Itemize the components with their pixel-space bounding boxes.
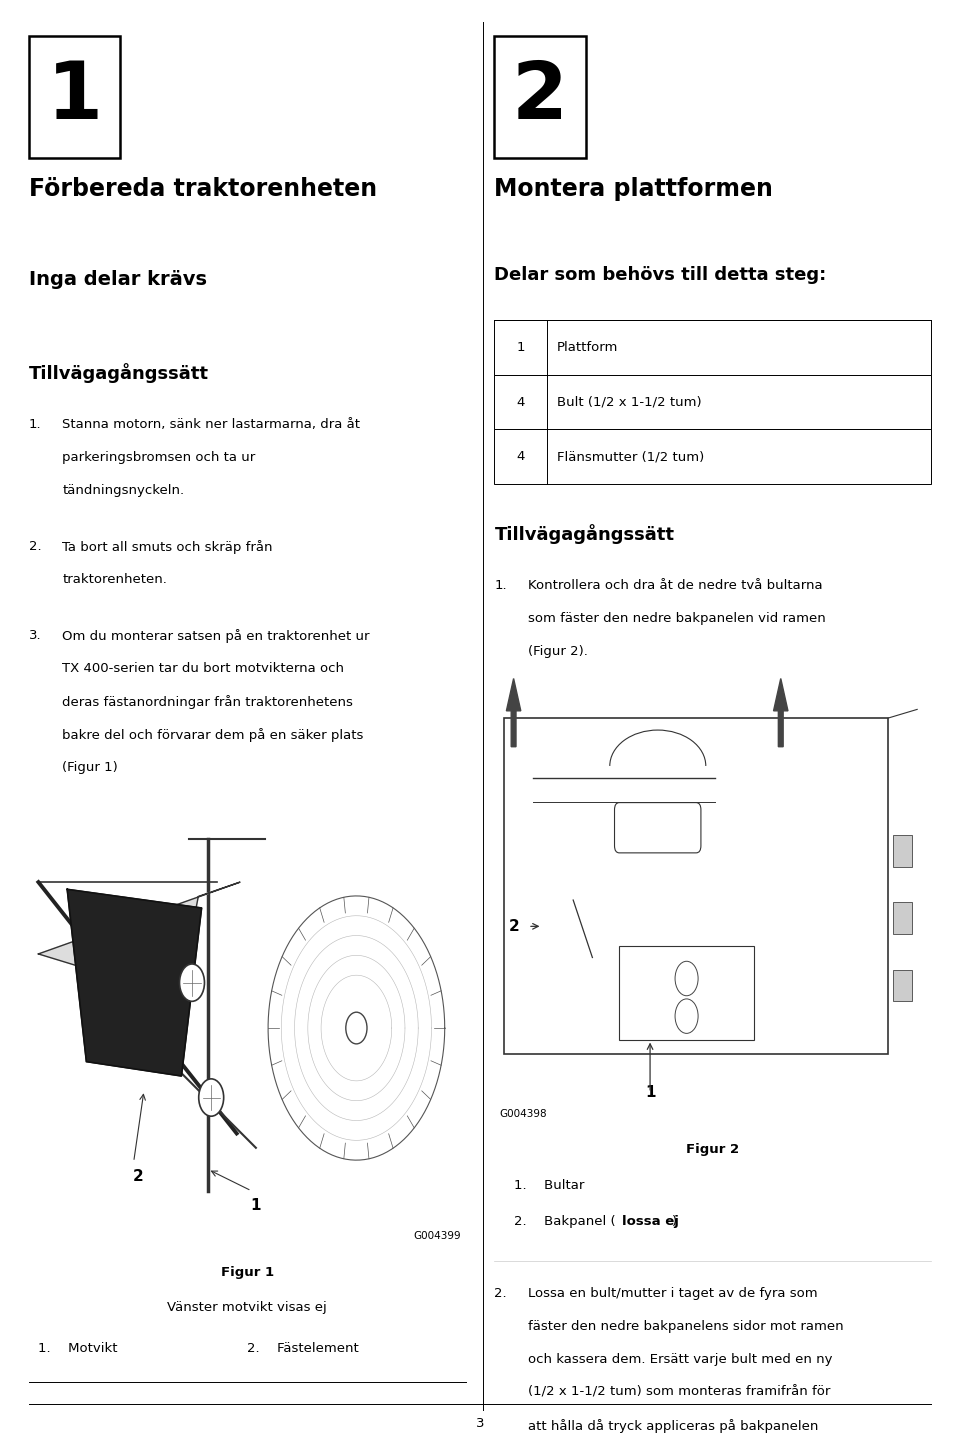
Text: Kontrollera och dra åt de nedre två bultarna: Kontrollera och dra åt de nedre två bult…	[528, 579, 823, 592]
Text: ): )	[672, 1215, 677, 1228]
Text: 1: 1	[251, 1198, 261, 1213]
Text: Figur 1: Figur 1	[221, 1265, 274, 1278]
Text: Plattform: Plattform	[557, 340, 618, 355]
Text: 2.  Bakpanel (: 2. Bakpanel (	[514, 1215, 615, 1228]
Circle shape	[199, 1078, 224, 1116]
Text: att hålla då tryck appliceras på bakpanelen: att hålla då tryck appliceras på bakpane…	[528, 1419, 818, 1433]
Text: (Figur 1): (Figur 1)	[62, 761, 118, 774]
Text: Om du monterar satsen på en traktorenhet ur: Om du monterar satsen på en traktorenhet…	[62, 629, 370, 643]
Text: Inga delar krävs: Inga delar krävs	[29, 270, 206, 289]
FancyArrow shape	[774, 679, 788, 747]
Bar	[29, 824, 466, 1248]
Text: deras fästanordningar från traktorenhetens: deras fästanordningar från traktorenhete…	[62, 695, 353, 709]
Text: 2: 2	[132, 1169, 143, 1185]
Text: 1.  Motvikt: 1. Motvikt	[38, 1341, 118, 1354]
Text: G004399: G004399	[413, 1231, 461, 1241]
Text: Förbereda traktorenheten: Förbereda traktorenheten	[29, 177, 377, 201]
Circle shape	[180, 964, 204, 1001]
Text: Figur 2: Figur 2	[686, 1143, 739, 1156]
Bar	[504, 718, 888, 1054]
Bar	[494, 320, 931, 375]
Text: Ta bort all smuts och skräp från: Ta bort all smuts och skräp från	[62, 540, 273, 554]
Text: G004398: G004398	[499, 1109, 547, 1119]
Text: som fäster den nedre bakpanelen vid ramen: som fäster den nedre bakpanelen vid rame…	[528, 612, 826, 625]
Text: 4: 4	[516, 395, 525, 409]
Bar	[494, 429, 931, 484]
Text: 2: 2	[512, 57, 568, 136]
Text: tändningsnyckeln.: tändningsnyckeln.	[62, 484, 184, 497]
Text: Delar som behövs till detta steg:: Delar som behövs till detta steg:	[494, 266, 827, 284]
Text: 1.  Bultar: 1. Bultar	[514, 1179, 584, 1192]
Text: 1: 1	[645, 1086, 656, 1100]
Bar	[494, 695, 931, 1126]
Text: 3.: 3.	[29, 629, 41, 642]
Circle shape	[346, 1012, 367, 1044]
Polygon shape	[67, 889, 202, 1076]
Text: bakre del och förvarar dem på en säker plats: bakre del och förvarar dem på en säker p…	[62, 728, 364, 742]
Text: Montera plattformen: Montera plattformen	[494, 177, 773, 201]
Bar	[893, 836, 912, 867]
Bar	[893, 902, 912, 933]
Circle shape	[675, 999, 698, 1034]
FancyArrow shape	[507, 679, 520, 747]
Text: 1: 1	[516, 340, 525, 355]
Bar	[494, 375, 931, 429]
Bar	[619, 945, 754, 1040]
Text: och kassera dem. Ersätt varje bult med en ny: och kassera dem. Ersätt varje bult med e…	[528, 1353, 832, 1366]
Text: Flänsmutter (1/2 tum): Flänsmutter (1/2 tum)	[557, 449, 704, 464]
Text: 1.: 1.	[29, 418, 41, 431]
Text: 3: 3	[476, 1417, 484, 1430]
Text: fäster den nedre bakpanelens sidor mot ramen: fäster den nedre bakpanelens sidor mot r…	[528, 1320, 844, 1333]
Text: 2.  Fästelement: 2. Fästelement	[247, 1341, 359, 1354]
Text: 1.: 1.	[494, 579, 507, 592]
Text: Lossa en bult/mutter i taget av de fyra som: Lossa en bult/mutter i taget av de fyra …	[528, 1287, 818, 1300]
Text: Tillvägagångssätt: Tillvägagångssätt	[29, 363, 209, 383]
Text: parkeringsbromsen och ta ur: parkeringsbromsen och ta ur	[62, 451, 255, 464]
Text: Tillvägagångssätt: Tillvägagångssätt	[494, 524, 675, 544]
Text: 2.: 2.	[29, 540, 41, 553]
Polygon shape	[38, 882, 240, 997]
Circle shape	[675, 961, 698, 995]
Text: 1: 1	[46, 57, 103, 136]
Text: 4: 4	[516, 449, 525, 464]
Bar	[29, 36, 120, 158]
Text: Bult (1/2 x 1-1/2 tum): Bult (1/2 x 1-1/2 tum)	[557, 395, 702, 409]
Text: 2: 2	[509, 919, 519, 933]
Text: Stanna motorn, sänk ner lastarmarna, dra åt: Stanna motorn, sänk ner lastarmarna, dra…	[62, 418, 360, 431]
Text: Vänster motvikt visas ej: Vänster motvikt visas ej	[167, 1301, 327, 1314]
Bar	[893, 969, 912, 1001]
FancyBboxPatch shape	[614, 803, 701, 853]
Text: (1/2 x 1-1/2 tum) som monteras framifrån för: (1/2 x 1-1/2 tum) som monteras framifrån…	[528, 1386, 830, 1399]
Text: 2.: 2.	[494, 1287, 507, 1300]
Text: lossa ej: lossa ej	[622, 1215, 679, 1228]
Text: (Figur 2).: (Figur 2).	[528, 645, 588, 658]
Bar	[494, 36, 586, 158]
Text: TX 400-serien tar du bort motvikterna och: TX 400-serien tar du bort motvikterna oc…	[62, 662, 345, 675]
Text: traktorenheten.: traktorenheten.	[62, 573, 167, 586]
